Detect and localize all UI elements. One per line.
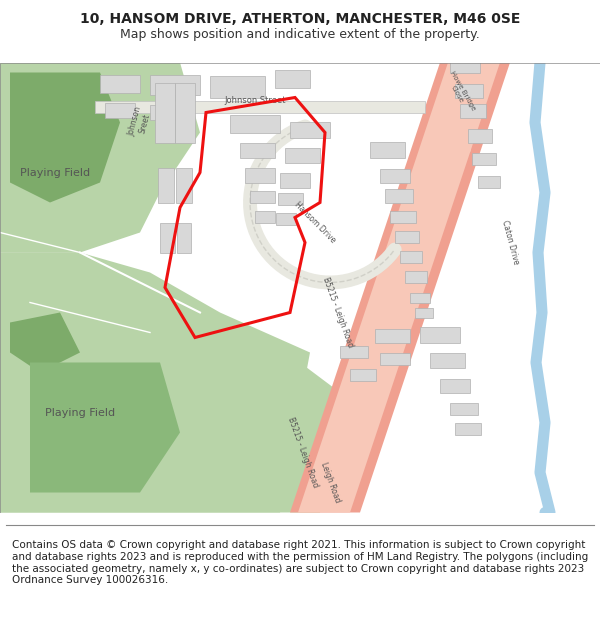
Bar — [390, 211, 416, 222]
Bar — [290, 121, 330, 138]
Bar — [350, 369, 376, 381]
Bar — [255, 211, 275, 222]
Polygon shape — [0, 292, 340, 512]
Bar — [385, 189, 413, 202]
Bar — [250, 191, 275, 202]
Bar — [160, 222, 175, 253]
Polygon shape — [290, 62, 510, 512]
Bar — [380, 169, 410, 182]
Bar — [275, 69, 310, 88]
Bar — [415, 308, 433, 318]
Text: Leigh Road: Leigh Road — [319, 461, 341, 504]
Bar — [276, 213, 296, 224]
Bar — [370, 141, 405, 158]
Text: Caton Drive: Caton Drive — [500, 219, 520, 266]
Bar — [95, 101, 425, 112]
Text: Map shows position and indicative extent of the property.: Map shows position and indicative extent… — [120, 28, 480, 41]
Bar — [278, 192, 303, 204]
Bar — [478, 176, 500, 188]
Bar — [395, 231, 419, 242]
Text: Johnson Street: Johnson Street — [224, 96, 286, 105]
Polygon shape — [10, 72, 120, 202]
Text: Playing Field: Playing Field — [20, 168, 90, 177]
Bar — [230, 114, 280, 132]
Bar — [340, 346, 368, 358]
Bar — [450, 56, 480, 72]
Bar — [375, 329, 410, 342]
Text: B5215 - Leigh Road: B5215 - Leigh Road — [321, 276, 355, 349]
Bar — [420, 326, 460, 342]
Bar — [472, 152, 496, 164]
Bar — [468, 129, 492, 142]
Bar — [460, 104, 486, 118]
Polygon shape — [10, 312, 80, 372]
Bar — [100, 74, 140, 92]
Bar — [400, 251, 422, 262]
Bar — [455, 422, 481, 434]
Bar — [455, 84, 483, 98]
Bar — [155, 82, 175, 142]
Text: Contains OS data © Crown copyright and database right 2021. This information is : Contains OS data © Crown copyright and d… — [12, 541, 588, 585]
Bar — [285, 148, 320, 162]
Bar — [450, 402, 478, 414]
Polygon shape — [298, 62, 500, 512]
Text: Howe Bridge
Close: Howe Bridge Close — [443, 70, 477, 115]
Polygon shape — [0, 253, 310, 512]
Bar — [210, 76, 265, 98]
Bar — [240, 142, 275, 158]
Polygon shape — [0, 62, 200, 253]
Text: B5215 - Leigh Road: B5215 - Leigh Road — [286, 416, 320, 489]
Bar — [245, 168, 275, 182]
Bar — [150, 104, 190, 119]
Polygon shape — [430, 62, 490, 152]
Text: Johnson
Sreet: Johnson Sreet — [127, 106, 153, 139]
Bar — [280, 173, 310, 188]
Bar — [405, 271, 427, 282]
Polygon shape — [30, 362, 180, 493]
Text: Playing Field: Playing Field — [45, 408, 115, 418]
Polygon shape — [0, 253, 100, 352]
Bar — [177, 222, 191, 253]
Bar — [176, 168, 192, 202]
Bar — [105, 102, 135, 118]
Bar — [410, 292, 430, 302]
Bar — [175, 82, 195, 142]
Text: Hansom Drive: Hansom Drive — [293, 200, 337, 245]
Bar — [380, 352, 410, 364]
Bar — [430, 352, 465, 367]
Bar — [150, 74, 200, 94]
Text: 10, HANSOM DRIVE, ATHERTON, MANCHESTER, M46 0SE: 10, HANSOM DRIVE, ATHERTON, MANCHESTER, … — [80, 12, 520, 26]
Bar — [158, 168, 174, 202]
Bar — [440, 379, 470, 392]
